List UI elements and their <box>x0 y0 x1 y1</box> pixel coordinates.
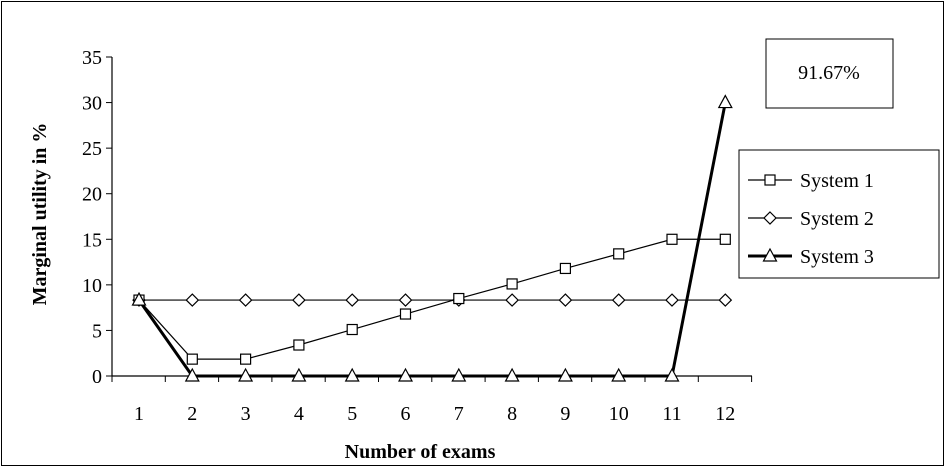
x-tick-label: 11 <box>662 403 681 425</box>
y-tick-label: 5 <box>92 320 102 342</box>
data-point <box>240 353 252 365</box>
series-1 <box>133 233 731 365</box>
data-point <box>345 293 360 307</box>
x-axis-title: Number of exams <box>345 441 496 463</box>
x-tick-label: 7 <box>454 403 464 425</box>
x-tick-label: 12 <box>715 403 735 425</box>
series-layer <box>131 94 733 382</box>
legend-label: System 2 <box>800 208 874 230</box>
annotation-text: 91.67% <box>798 62 860 84</box>
data-point <box>238 367 254 382</box>
data-point <box>186 353 198 365</box>
data-point <box>451 367 467 382</box>
legend-marker <box>764 174 776 186</box>
legend-item: System 3 <box>748 246 874 268</box>
data-point <box>292 293 306 307</box>
x-tick-label: 8 <box>507 403 517 425</box>
legend-item: System 2 <box>748 208 874 230</box>
x-tick-label: 5 <box>347 403 357 425</box>
legend: System 1 System 2 System 3 <box>738 149 940 279</box>
data-point <box>666 233 678 245</box>
data-point <box>291 367 307 382</box>
y-tick-label: 15 <box>82 229 102 251</box>
data-point <box>506 278 518 290</box>
data-point <box>184 367 200 382</box>
series-line <box>137 102 727 378</box>
data-point <box>611 367 627 382</box>
legend-item: System 1 <box>748 170 874 192</box>
data-point <box>346 323 358 336</box>
x-tick-label: 2 <box>187 403 197 425</box>
data-point <box>185 293 200 307</box>
legend-marker <box>763 211 777 225</box>
data-point <box>718 293 733 307</box>
annotation-box: 91.67% <box>765 38 894 109</box>
y-tick-label: 25 <box>82 138 102 160</box>
x-tick-label: 1 <box>134 403 144 425</box>
data-point <box>613 248 625 260</box>
data-point <box>558 293 573 307</box>
y-tick-label: 20 <box>82 184 102 206</box>
data-point <box>504 367 520 382</box>
data-point <box>344 367 360 382</box>
legend-label: System 1 <box>800 170 874 192</box>
x-tick-label: 4 <box>294 403 304 425</box>
y-tick-label: 30 <box>82 93 102 115</box>
data-point <box>453 292 465 305</box>
data-point <box>131 291 147 306</box>
data-point <box>397 367 414 382</box>
y-tick-label: 10 <box>82 275 102 297</box>
data-point <box>505 293 519 307</box>
x-tick-label: 3 <box>241 403 251 425</box>
data-point <box>717 94 733 109</box>
data-point <box>293 339 305 351</box>
y-tick-label: 35 <box>82 47 102 69</box>
data-point <box>398 293 413 307</box>
x-tick-label: 10 <box>609 403 629 425</box>
data-point <box>399 308 412 320</box>
x-tick-label: 9 <box>560 403 570 425</box>
series-2 <box>132 293 733 307</box>
legend-label: System 3 <box>800 246 874 268</box>
y-axis-title: Marginal utility in % <box>29 123 51 306</box>
x-tick-label: 6 <box>401 403 411 425</box>
data-point <box>557 367 573 382</box>
data-point <box>611 293 626 307</box>
y-tick-label: 0 <box>92 366 102 388</box>
data-point <box>238 293 253 307</box>
data-point <box>664 367 680 382</box>
legend-marker <box>762 247 778 262</box>
data-point <box>665 293 679 307</box>
series-line <box>138 238 726 360</box>
series-3 <box>131 94 733 382</box>
data-point <box>719 233 731 245</box>
data-point <box>559 262 572 275</box>
